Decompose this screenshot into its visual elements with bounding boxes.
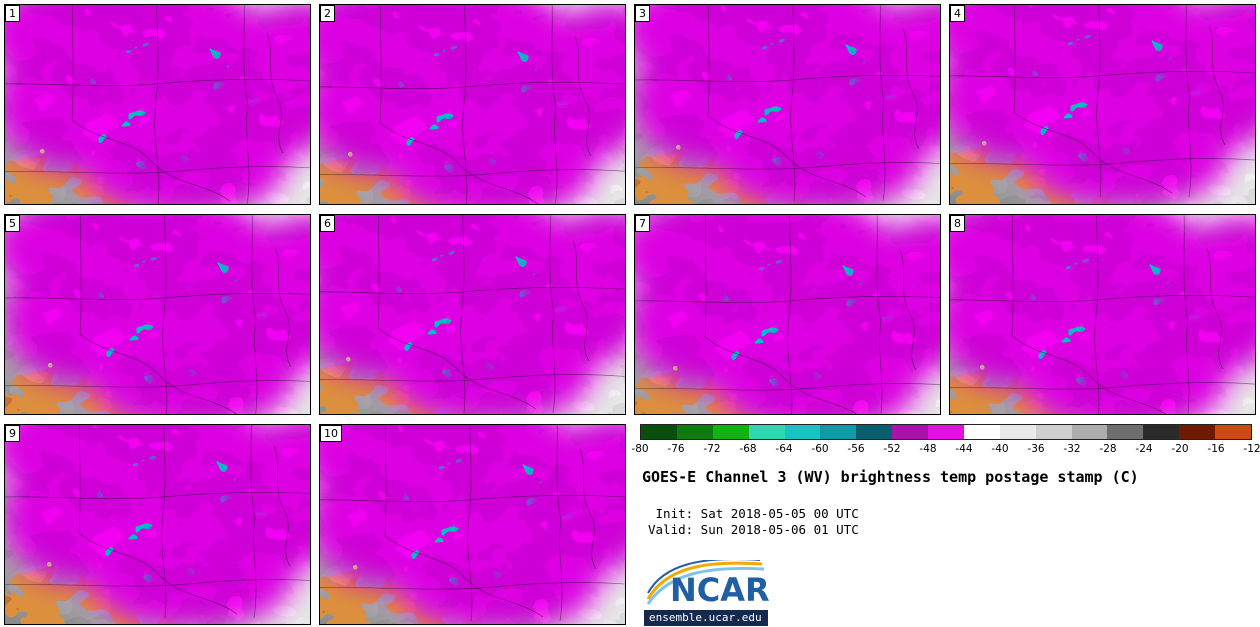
- member-panel-9: 9: [4, 424, 311, 625]
- colorbar: [640, 424, 1252, 440]
- wv-satellite-image: [950, 215, 1255, 414]
- member-panel-6: 6: [319, 214, 626, 415]
- member-panel-2: 2: [319, 4, 626, 205]
- colorbar-tick-label: -64: [775, 443, 793, 455]
- wv-satellite-image: [5, 425, 310, 624]
- colorbar-segment: [641, 425, 677, 439]
- colorbar-segment: [1035, 425, 1072, 439]
- colorbar-tick-label: -68: [739, 443, 757, 455]
- member-panel-1: 1: [4, 4, 311, 205]
- wv-satellite-image: [5, 215, 310, 414]
- colorbar-segment: [892, 425, 928, 439]
- member-panel-8: 8: [949, 214, 1256, 415]
- colorbar-segment: [928, 425, 964, 439]
- ncar-logo-graphic: NCAR: [646, 560, 770, 606]
- member-panel-4: 4: [949, 4, 1256, 205]
- colorbar-tick-label: -56: [847, 443, 865, 455]
- colorbar-segment: [1071, 425, 1108, 439]
- member-panel-3: 3: [634, 4, 941, 205]
- init-time-line: Init: Sat 2018-05-05 00 UTC: [648, 506, 859, 521]
- colorbar-segment: [748, 425, 785, 439]
- member-number-label: 4: [950, 5, 965, 22]
- colorbar-tick-label: -12: [1243, 443, 1260, 455]
- logo-arc-dark-blue: [647, 560, 760, 594]
- colorbar-tick-label: -32: [1063, 443, 1081, 455]
- colorbar-segment: [820, 425, 857, 439]
- member-number-label: 9: [5, 425, 20, 442]
- figure-title: GOES-E Channel 3 (WV) brightness temp po…: [642, 468, 1139, 486]
- colorbar-tick-label: -60: [811, 443, 829, 455]
- member-panel-7: 7: [634, 214, 941, 415]
- member-number-label: 1: [5, 5, 20, 22]
- member-number-label: 6: [320, 215, 335, 232]
- colorbar-tick-label: -72: [703, 443, 721, 455]
- colorbar-tick-label: -16: [1207, 443, 1225, 455]
- member-number-label: 10: [320, 425, 342, 442]
- wv-satellite-image: [635, 5, 940, 204]
- wv-satellite-image: [320, 215, 625, 414]
- wv-satellite-image: [635, 215, 940, 414]
- colorbar-segment: [676, 425, 713, 439]
- colorbar-tick-label: -28: [1099, 443, 1117, 455]
- colorbar-tick-label: -40: [991, 443, 1009, 455]
- colorbar-segment: [963, 425, 1000, 439]
- ncar-logo: NCAR ensemble.ucar.edu: [644, 560, 814, 626]
- colorbar-tick-label: -80: [631, 443, 649, 455]
- caption-block: -80 -76 -72 -68 -64 -60 -56 -52 -48 -44 -40 -36 -32 -…: [631, 424, 1260, 626]
- wv-satellite-image: [320, 425, 625, 624]
- colorbar-tick-label: -76: [667, 443, 685, 455]
- member-number-label: 7: [635, 215, 650, 232]
- colorbar-tick-label: -48: [919, 443, 937, 455]
- colorbar-segment: [1107, 425, 1144, 439]
- member-panel-5: 5: [4, 214, 311, 415]
- colorbar-tick-label: -44: [955, 443, 973, 455]
- colorbar-tick-label: -20: [1171, 443, 1189, 455]
- colorbar-segment: [1179, 425, 1215, 439]
- colorbar-segment: [784, 425, 821, 439]
- member-panel-10: 10: [319, 424, 626, 625]
- colorbar-tick-label: -24: [1135, 443, 1153, 455]
- colorbar-segment: [1215, 425, 1251, 439]
- colorbar-segment: [999, 425, 1036, 439]
- wv-satellite-image: [5, 5, 310, 204]
- member-number-label: 5: [5, 215, 20, 232]
- wv-satellite-image: [320, 5, 625, 204]
- wv-satellite-image: [950, 5, 1255, 204]
- colorbar-segment: [712, 425, 749, 439]
- colorbar-segment: [1143, 425, 1180, 439]
- valid-time-line: Valid: Sun 2018-05-06 01 UTC: [648, 522, 859, 537]
- logo-arc-orange: [646, 561, 763, 600]
- ncar-wordmark: NCAR: [670, 571, 770, 606]
- ensemble-url-bar: ensemble.ucar.edu: [644, 610, 768, 626]
- member-number-label: 8: [950, 215, 965, 232]
- member-number-label: 3: [635, 5, 650, 22]
- colorbar-ticks: -80 -76 -72 -68 -64 -60 -56 -52 -48 -44 -40 -36 -32 -…: [631, 443, 1260, 456]
- colorbar-tick-label: -52: [883, 443, 901, 455]
- logo-arc-light-blue: [646, 566, 765, 605]
- colorbar-tick-label: -36: [1027, 443, 1045, 455]
- member-number-label: 2: [320, 5, 335, 22]
- colorbar-segment: [856, 425, 893, 439]
